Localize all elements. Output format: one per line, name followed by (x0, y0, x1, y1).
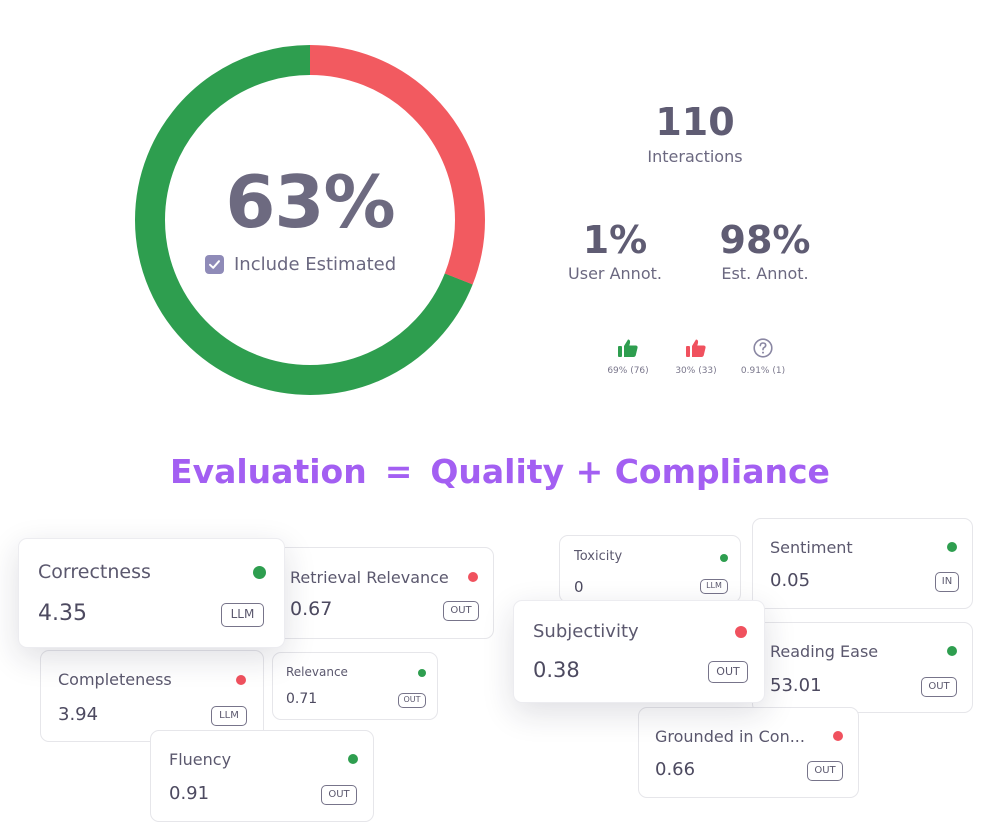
include-estimated-checkbox[interactable] (205, 255, 224, 274)
metric-card-reading-ease[interactable]: Reading Ease 53.01 OUT (752, 622, 973, 713)
card-value: 0.67 (290, 598, 333, 620)
card-badge: OUT (921, 677, 957, 697)
card-badge: LLM (211, 706, 247, 726)
metric-card-retrieval-relevance[interactable]: Retrieval Relevance 0.67 OUT (270, 547, 494, 639)
est-annot-value: 98% (719, 218, 811, 262)
thumbs-up-icon (618, 339, 638, 357)
card-title: Fluency (169, 750, 232, 769)
thumbs-down-icon (686, 339, 706, 357)
headline-equals: = (384, 452, 413, 491)
est-annot-label: Est. Annot. (721, 264, 809, 283)
status-dot (468, 572, 478, 582)
card-badge: OUT (807, 761, 843, 781)
status-dot (947, 542, 957, 552)
card-badge: LLM (221, 603, 264, 627)
card-title: Completeness (58, 670, 172, 689)
metric-card-relevance[interactable]: Relevance 0.71 OUT (272, 652, 438, 720)
card-badge: OUT (321, 785, 357, 805)
card-value: 0 (574, 578, 584, 596)
vote-negative: 30% (33) (666, 338, 726, 376)
metric-card-subjectivity[interactable]: Subjectivity 0.38 OUT (513, 600, 765, 703)
donut-segment-negative (135, 45, 485, 395)
metric-card-toxicity[interactable]: Toxicity 0 LLM (559, 535, 741, 603)
card-title: Retrieval Relevance (290, 568, 449, 587)
card-value: 3.94 (58, 704, 99, 725)
card-title: Toxicity (574, 549, 623, 564)
card-title: Reading Ease (770, 642, 879, 661)
card-badge: LLM (700, 579, 728, 594)
card-value: 0.38 (533, 658, 580, 682)
card-value: 4.35 (38, 601, 87, 626)
status-dot (418, 669, 426, 677)
metric-card-fluency[interactable]: Fluency 0.91 OUT (150, 730, 374, 822)
evaluation-headline: Evaluation = Quality + Compliance (0, 452, 1000, 491)
score-percent: 63% (225, 160, 395, 244)
interactions-label: Interactions (647, 147, 743, 166)
card-title: Correctness (38, 561, 151, 583)
vote-positive: 69% (76) (598, 338, 658, 376)
card-title: Grounded in Con... (655, 727, 805, 746)
status-dot (947, 646, 957, 656)
card-badge: OUT (398, 693, 426, 708)
card-badge: OUT (708, 661, 748, 683)
metric-card-correctness[interactable]: Correctness 4.35 LLM (18, 538, 285, 648)
status-dot (253, 566, 266, 579)
metric-card-sentiment[interactable]: Sentiment 0.05 IN (752, 518, 973, 609)
status-dot (236, 675, 246, 685)
interactions-count: 110 (655, 100, 735, 144)
card-badge: OUT (443, 601, 479, 621)
check-icon (209, 260, 220, 269)
vote-unknown-label: 0.91% (1) (740, 366, 786, 376)
vote-unknown: 0.91% (1) (733, 338, 793, 376)
include-estimated-label: Include Estimated (234, 254, 397, 275)
card-value: 0.66 (655, 759, 696, 780)
vote-negative-label: 30% (33) (675, 366, 717, 376)
card-value: 0.91 (169, 783, 210, 804)
card-title: Relevance (286, 665, 348, 679)
status-dot (735, 626, 747, 638)
card-value: 0.71 (286, 691, 318, 707)
vote-positive-label: 69% (76) (607, 366, 649, 376)
card-value: 0.05 (770, 570, 811, 591)
card-title: Subjectivity (533, 621, 639, 642)
user-annot-label: User Annot. (568, 264, 662, 283)
headline-quality-compliance: Quality + Compliance (430, 452, 830, 491)
headline-evaluation: Evaluation (170, 452, 367, 491)
metric-card-completeness[interactable]: Completeness 3.94 LLM (40, 650, 264, 742)
user-annot-value: 1% (582, 218, 648, 262)
question-icon (753, 338, 773, 358)
metric-card-grounded[interactable]: Grounded in Con... 0.66 OUT (638, 707, 859, 798)
include-estimated-toggle[interactable]: Include Estimated (205, 254, 396, 275)
status-dot (833, 731, 843, 741)
status-dot (348, 754, 358, 764)
card-title: Sentiment (770, 538, 853, 557)
card-badge: IN (935, 572, 959, 592)
card-value: 53.01 (770, 675, 822, 696)
score-donut (135, 45, 485, 395)
status-dot (720, 554, 728, 562)
